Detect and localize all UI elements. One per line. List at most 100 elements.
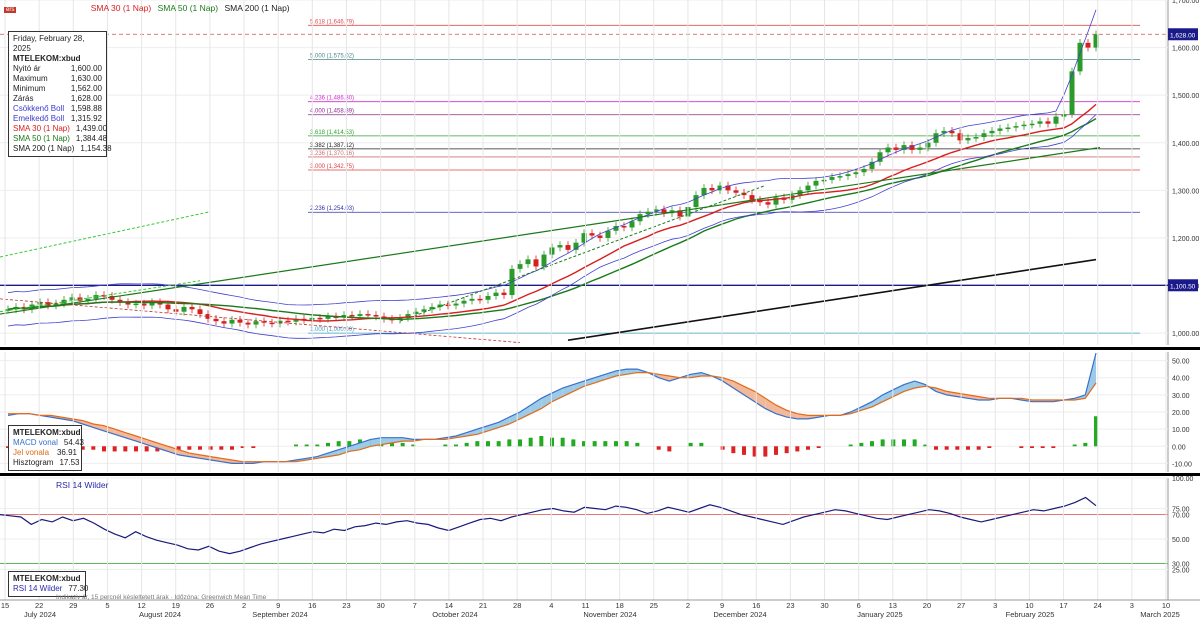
candle-body xyxy=(245,322,251,325)
day-tick-label: 3 xyxy=(1130,601,1134,610)
rsi-tooltip-ticker: MTELEKOM:xbud xyxy=(13,574,81,583)
price-tooltip-row: Nyitó ár 1,600.00 xyxy=(13,64,102,74)
day-tick-label: 11 xyxy=(582,601,590,610)
macd-histogram-bar xyxy=(411,444,416,447)
candle-body xyxy=(725,185,731,191)
price-bg xyxy=(0,0,1200,346)
candle-body xyxy=(493,292,499,296)
month-label: December 2024 xyxy=(713,610,766,619)
macd-fill xyxy=(968,394,979,400)
rsi-tick-label: 70.00 xyxy=(1172,513,1190,520)
candle-body xyxy=(909,145,915,150)
macd-histogram-bar xyxy=(219,446,224,450)
macd-histogram-bar xyxy=(912,439,917,447)
macd-histogram-bar xyxy=(187,446,192,450)
day-tick-label: 13 xyxy=(889,601,897,610)
macd-histogram-bar xyxy=(592,441,597,447)
macd-tooltip-label: Hisztogram xyxy=(13,458,54,467)
macd-histogram-bar xyxy=(80,446,85,450)
macd-histogram-bar xyxy=(742,446,746,455)
candle-body xyxy=(901,145,907,150)
macd-histogram-bar xyxy=(251,446,256,448)
macd-histogram-bar xyxy=(1083,442,1088,447)
macd-histogram-bar xyxy=(208,446,213,450)
macd-histogram-bar xyxy=(731,446,736,454)
macd-histogram-bar xyxy=(720,446,725,450)
candle-body xyxy=(573,242,579,250)
macd-histogram-bar xyxy=(1072,444,1077,447)
candle-body xyxy=(373,315,379,317)
price-tooltip-row: Zárás 1,628.00 xyxy=(13,94,102,104)
candle-body xyxy=(269,322,275,325)
price-header: ers SMA 30 (1 Nap) SMA 50 (1 Nap) SMA 20… xyxy=(4,3,290,13)
macd-fill xyxy=(552,388,563,402)
candle-body xyxy=(293,318,299,322)
candle-body xyxy=(893,147,899,150)
macd-histogram-bar xyxy=(539,436,544,447)
macd-histogram-bar xyxy=(774,446,778,455)
month-label: July 2024 xyxy=(24,610,56,619)
candle-body xyxy=(5,309,11,311)
sma200-label: SMA 200 (1 Nap) xyxy=(224,3,290,13)
candle-body xyxy=(589,233,595,236)
month-label: March 2025 xyxy=(1140,610,1180,619)
month-label: January 2025 xyxy=(857,610,902,619)
price-tick-label: 1,500.00 xyxy=(1172,93,1199,100)
day-tick-label: 2 xyxy=(242,601,246,610)
macd-histogram-bar xyxy=(134,446,138,452)
candle-body xyxy=(85,298,91,301)
day-tick-label: 14 xyxy=(445,601,453,610)
macd-histogram-bar xyxy=(1019,446,1024,448)
candle-body xyxy=(701,187,707,196)
price-tooltip-value: 1,600.00 xyxy=(70,64,102,73)
macd-tick-label: 30.00 xyxy=(1172,393,1190,400)
month-label: February 2025 xyxy=(1006,610,1055,619)
candle-body xyxy=(421,309,427,312)
fib-level-label: 3.000 (1,342.75) xyxy=(310,164,354,170)
day-tick-label: 2 xyxy=(686,601,690,610)
macd-fill xyxy=(733,381,744,395)
candle-body xyxy=(837,176,843,178)
price-tooltip-label: SMA 50 (1 Nap) xyxy=(13,134,70,143)
macd-fill xyxy=(82,420,94,428)
macd-fill xyxy=(893,384,904,397)
month-label: September 2024 xyxy=(252,610,307,619)
candle-body xyxy=(1077,42,1083,72)
candle-body xyxy=(813,180,819,186)
macd-fill xyxy=(520,405,531,419)
candle-body xyxy=(541,254,547,267)
macd-histogram-bar xyxy=(550,437,554,447)
day-tick-label: 22 xyxy=(35,601,43,610)
macd-histogram-bar xyxy=(304,444,309,447)
macd-fill xyxy=(872,394,883,407)
day-tick-label: 18 xyxy=(615,601,623,610)
fib-level-label: 1.000 (1,000.00) xyxy=(310,327,354,333)
candle-body xyxy=(109,295,115,300)
candle-body xyxy=(189,306,195,310)
day-tick-label: 21 xyxy=(479,601,487,610)
signal-line xyxy=(8,372,1097,463)
price-tooltip-row: Csökkenő Boll 1,598.88 xyxy=(13,104,102,114)
day-tick-label: 9 xyxy=(720,601,724,610)
candle-body xyxy=(861,168,867,173)
sma50-label: SMA 50 (1 Nap) xyxy=(157,3,219,13)
candle-body xyxy=(261,321,267,323)
macd-fill xyxy=(605,370,616,380)
candle-body xyxy=(557,245,563,248)
candle-body xyxy=(205,314,211,319)
macd-histogram-bar xyxy=(454,444,458,447)
macd-fill xyxy=(882,389,894,402)
candle-body xyxy=(45,302,51,306)
candle-body xyxy=(125,302,131,305)
price-panel: 1,700.00 1,600.00 1,500.00 1,400.00 1,300.00… xyxy=(0,0,1200,346)
macd-fill xyxy=(509,412,520,424)
candle-body xyxy=(829,177,835,180)
day-tick-label: 23 xyxy=(786,601,794,610)
macd-histogram-bar xyxy=(507,439,512,447)
macd-histogram-bar xyxy=(464,442,469,447)
candle-body xyxy=(221,321,227,324)
candle-body xyxy=(461,300,467,304)
day-tick-label: 19 xyxy=(172,601,180,610)
macd-histogram-bar xyxy=(635,442,640,447)
panel-separator xyxy=(0,473,1200,476)
